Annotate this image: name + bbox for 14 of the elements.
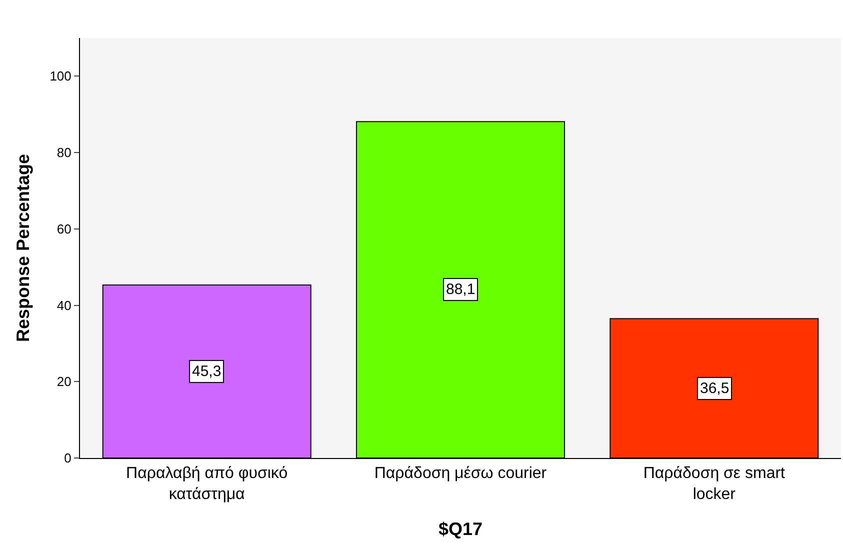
y-tick-label: 20 bbox=[56, 374, 72, 390]
data-label: 36,5 bbox=[700, 380, 730, 397]
x-tick-label: Παράδοση μέσω courier bbox=[374, 465, 548, 482]
y-tick-label: 0 bbox=[64, 450, 72, 466]
y-tick-label: 100 bbox=[50, 68, 72, 84]
y-tick-label: 80 bbox=[56, 145, 72, 160]
x-axis-title: $Q17 bbox=[438, 519, 483, 540]
y-tick-label: 60 bbox=[56, 221, 72, 236]
x-tick-label: Παράδοση σε smart locker bbox=[643, 465, 786, 503]
data-label: 45,3 bbox=[192, 363, 222, 380]
y-axis-title: Response Percentage bbox=[12, 154, 33, 342]
y-tick-label: 40 bbox=[56, 298, 72, 313]
x-tick-label: Παραλαβή από φυσικό κατάστημα bbox=[126, 465, 288, 503]
data-label: 88,1 bbox=[446, 281, 476, 298]
